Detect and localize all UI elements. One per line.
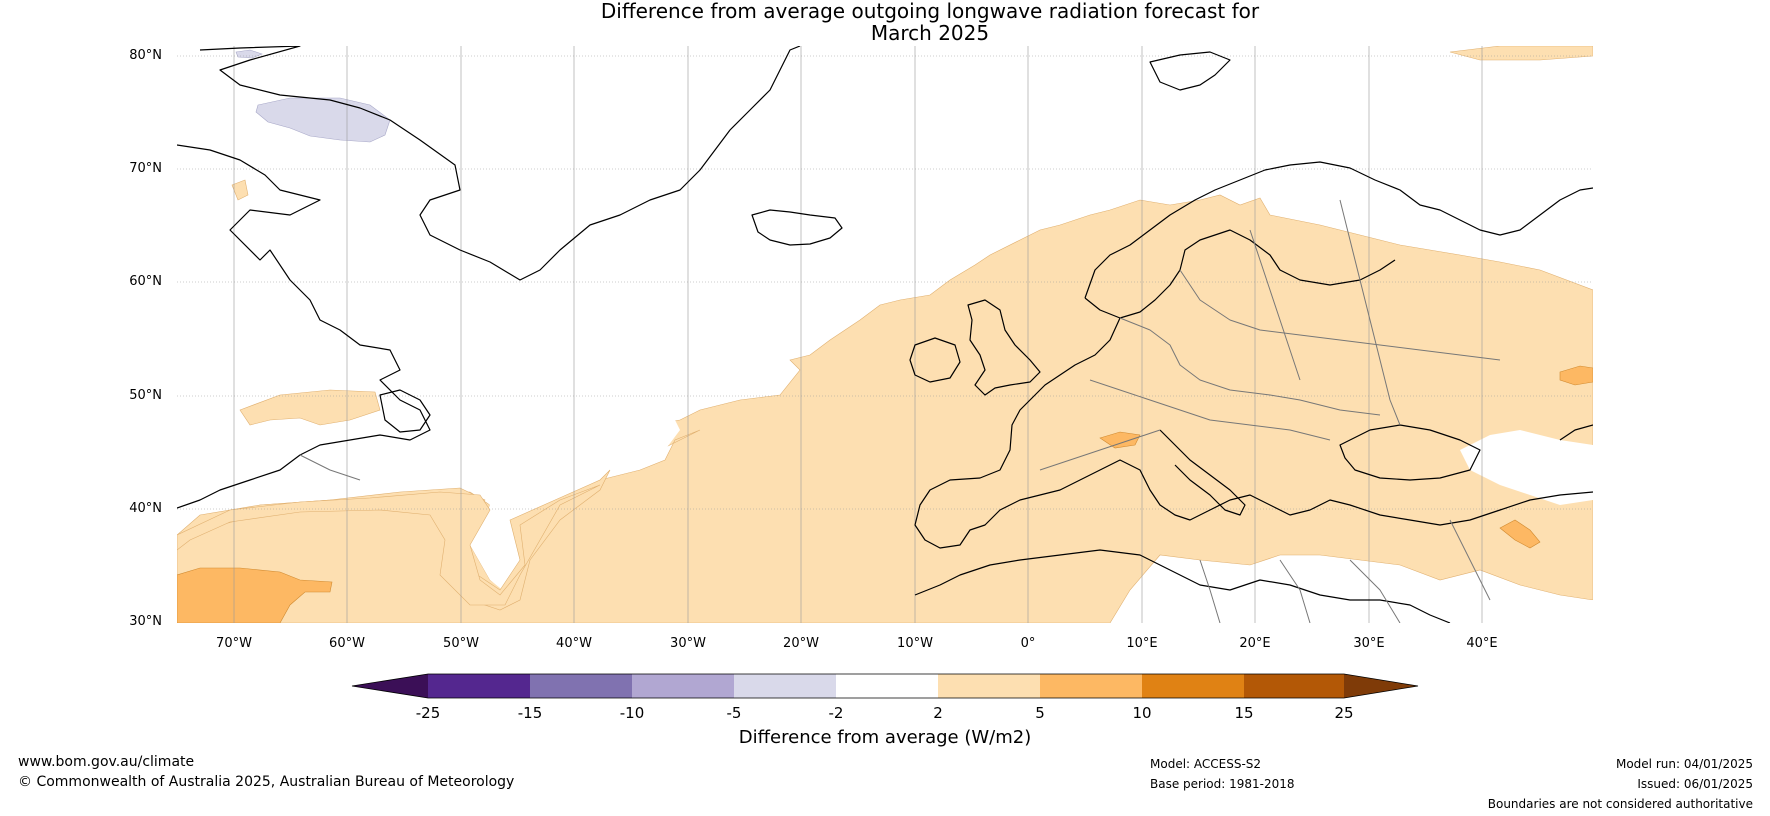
coast-caspian (1559, 424, 1593, 441)
lon-label: 10°W (897, 636, 933, 651)
anomaly-2-5-main (177, 194, 1593, 623)
colorbar-tick: -25 (415, 704, 441, 722)
coast-europe (1084, 161, 1593, 299)
borders (299, 199, 1501, 623)
lon-label: 0° (1020, 636, 1036, 651)
colorbar-bin-4 (734, 674, 836, 698)
lon-label: 40°W (556, 636, 592, 651)
map-title: Difference from average outgoing longwav… (400, 0, 1460, 44)
coast-western-europe (914, 317, 1593, 549)
lon-label: 60°W (329, 636, 365, 651)
anomaly-5-10-caspian (1559, 365, 1593, 386)
coast-italy (1159, 429, 1246, 516)
colorbar-tick: 2 (933, 704, 943, 722)
colorbar-outline (351, 673, 1419, 699)
map-area (177, 46, 1593, 623)
coast-north-africa (914, 549, 1451, 623)
colorbar-bin-1 (428, 674, 530, 698)
footer-model-run: Model run: 04/01/2025 (1615, 757, 1753, 771)
anomaly-subtropical-band (177, 484, 601, 606)
anomaly-neutral-caspian (1460, 430, 1593, 505)
colorbar-extend-high (1344, 674, 1418, 698)
colorbar-bin-6 (938, 674, 1040, 698)
anomaly-neutral-sahara (1140, 562, 1593, 623)
lon-label: 20°W (783, 636, 819, 651)
coast-newfoundland (379, 389, 431, 433)
colorbar-tick: -2 (828, 704, 844, 722)
coastlines (177, 46, 1593, 623)
anomaly-5-10-west (177, 567, 333, 623)
lon-label: 30°E (1353, 636, 1385, 651)
colorbar-bin-7 (1040, 674, 1142, 698)
colorbar-tick: 5 (1035, 704, 1045, 722)
footer-website[interactable]: www.bom.gov.au/climate (18, 754, 195, 770)
lat-label: 50°N (129, 388, 162, 403)
anomaly-baffin-patch (231, 179, 249, 201)
colorbar-tick: -15 (517, 704, 543, 722)
colorbar-tick: 10 (1132, 704, 1152, 722)
colorbar-bin-8 (1142, 674, 1244, 698)
colorbar-title: Difference from average (W/m2) (738, 727, 1032, 748)
lat-label: 70°N (129, 161, 162, 176)
footer-model: Model: ACCESS-S2 (1150, 757, 1262, 771)
anomaly-canada-patch (239, 389, 381, 426)
colorbar-extend-low (352, 674, 428, 698)
colorbar-bin-5 (836, 674, 938, 698)
lat-label: 60°N (129, 274, 162, 289)
anomaly-neg-small (235, 49, 263, 59)
lon-label: 70°W (216, 636, 252, 651)
anomaly-neutral-gap (177, 420, 680, 592)
colorbar-tick: 15 (1234, 704, 1254, 722)
lon-label: 20°E (1239, 636, 1271, 651)
lon-label: 50°W (443, 636, 479, 651)
footer-base-period: Base period: 1981-2018 (1150, 777, 1295, 791)
colorbar-bin-2 (530, 674, 632, 698)
lon-label: 40°E (1466, 636, 1498, 651)
lat-label: 80°N (129, 48, 162, 63)
colorbar (351, 673, 1419, 699)
coast-ireland (909, 337, 961, 383)
colorbar-tick: -5 (726, 704, 742, 722)
lon-label: 30°W (670, 636, 706, 651)
colorbar-tick: 25 (1334, 704, 1354, 722)
colorbar-bin-3 (632, 674, 734, 698)
title-line-2: March 2025 (870, 21, 990, 45)
title-line-1: Difference from average outgoing longwav… (600, 0, 1260, 23)
footer-copyright: © Commonwealth of Australia 2025, Austra… (18, 774, 515, 790)
coast-iceland (751, 209, 843, 246)
anomaly-arctic-patch (1449, 46, 1593, 61)
lat-label: 40°N (129, 501, 162, 516)
lon-label: 10°E (1126, 636, 1158, 651)
coast-greenland (199, 46, 801, 281)
lat-label: 30°N (129, 614, 162, 629)
footer-issued: Issued: 06/01/2025 (1637, 777, 1753, 791)
colorbar-bin-9 (1244, 674, 1344, 698)
colorbar-tick: -10 (619, 704, 645, 722)
anomaly-5-10-mideast (1499, 519, 1541, 549)
coast-svalbard (1149, 51, 1231, 91)
anomaly-fields (177, 46, 1593, 623)
coast-scandinavia-south (1084, 229, 1396, 319)
coast-canada (177, 144, 431, 509)
anomaly-neg-greenland (255, 97, 391, 143)
coast-britain (967, 299, 1041, 396)
footer-disclaimer: Boundaries are not considered authoritat… (1487, 797, 1753, 811)
